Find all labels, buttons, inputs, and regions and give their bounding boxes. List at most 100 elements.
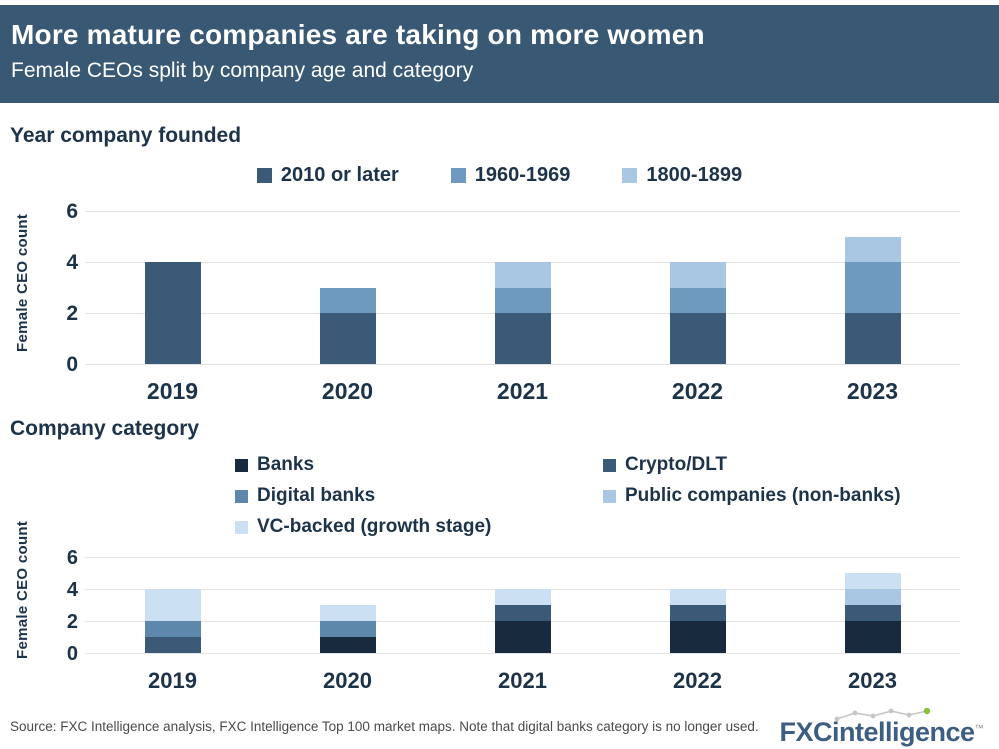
bar-2021 bbox=[494, 589, 551, 653]
bar-segment bbox=[319, 287, 376, 313]
header-banner: More mature companies are taking on more… bbox=[0, 5, 999, 103]
bar-2019 bbox=[144, 589, 201, 653]
y-tick-label: 4 bbox=[66, 251, 78, 274]
y-tick-label: 2 bbox=[66, 302, 78, 325]
x-tick-label: 2019 bbox=[146, 378, 199, 404]
bar-2023 bbox=[844, 236, 901, 364]
legend-swatch bbox=[622, 168, 638, 183]
legend-swatch bbox=[256, 168, 272, 183]
bar-segment bbox=[844, 236, 901, 262]
bar-segment bbox=[319, 621, 376, 637]
legend-item: VC-backed (growth stage) bbox=[235, 516, 603, 538]
bar-segment bbox=[669, 589, 726, 605]
bar-segment bbox=[669, 287, 726, 313]
legend-label: VC-backed (growth stage) bbox=[257, 516, 492, 537]
plot-area bbox=[85, 552, 960, 654]
legend-item: Public companies (non-banks) bbox=[603, 485, 999, 507]
legend-label: Public companies (non-banks) bbox=[625, 485, 901, 506]
bar-2023 bbox=[844, 573, 901, 653]
bar-segment bbox=[669, 621, 726, 653]
bar-segment bbox=[844, 605, 901, 621]
logo-tm: ™ bbox=[974, 723, 984, 733]
x-tick-label: 2021 bbox=[498, 668, 547, 693]
legend-swatch bbox=[603, 489, 616, 503]
logo-part-fxc: FXC bbox=[779, 717, 832, 747]
gridline bbox=[85, 364, 960, 365]
bar-segment bbox=[844, 589, 901, 605]
x-tick-label: 2020 bbox=[321, 378, 374, 404]
legend: 2010 or later 1960-1969 1800-1899 bbox=[0, 164, 999, 187]
bar-segment bbox=[494, 287, 551, 313]
section-title: Company category bbox=[10, 417, 200, 440]
bar-segment bbox=[319, 637, 376, 653]
bar-segment bbox=[494, 262, 551, 288]
legend-swatch bbox=[235, 520, 248, 534]
bar-segment bbox=[494, 621, 551, 653]
legend-item: Crypto/DLT bbox=[603, 454, 999, 476]
bar-2022 bbox=[669, 262, 726, 364]
bar-2019 bbox=[144, 262, 201, 364]
legend-swatch bbox=[235, 458, 248, 472]
x-tick-label: 2019 bbox=[148, 668, 197, 693]
legend-item: 1960-1969 bbox=[450, 164, 571, 187]
legend-label: Crypto/DLT bbox=[625, 454, 728, 475]
legend-item: Banks bbox=[235, 454, 603, 476]
plot-area bbox=[85, 205, 960, 365]
legend-item: Digital banks bbox=[235, 485, 603, 507]
y-tick-label: 6 bbox=[66, 200, 78, 223]
x-axis-labels: 2019 2020 2021 2022 2023 bbox=[85, 378, 960, 408]
y-axis-title: Female CEO count bbox=[14, 213, 31, 352]
legend-swatch bbox=[235, 489, 248, 503]
y-tick-label: 2 bbox=[66, 611, 78, 633]
legend: Banks Crypto/DLT Digital banks Public compa… bbox=[235, 454, 999, 538]
bar-2020 bbox=[319, 605, 376, 653]
y-tick-label: 6 bbox=[66, 547, 78, 569]
bar-segment bbox=[144, 262, 201, 364]
bar-segment bbox=[669, 605, 726, 621]
sparkline-icon bbox=[835, 708, 931, 722]
legend-swatch bbox=[450, 168, 466, 183]
x-tick-label: 2023 bbox=[846, 378, 899, 404]
bar-2022 bbox=[669, 589, 726, 653]
bar-segment bbox=[844, 262, 901, 313]
legend-label: 1960-1969 bbox=[474, 164, 571, 186]
legend-label: 1800-1899 bbox=[646, 164, 743, 186]
y-tick-label: 0 bbox=[66, 353, 78, 376]
legend-swatch bbox=[603, 458, 616, 472]
legend-label: 2010 or later bbox=[280, 164, 399, 186]
bar-segment bbox=[494, 589, 551, 605]
logo-part-intelligence: intelligence bbox=[831, 717, 975, 747]
bar-2020 bbox=[319, 287, 376, 364]
page-subtitle: Female CEOs split by company age and cat… bbox=[11, 59, 474, 82]
bar-segment bbox=[144, 637, 201, 653]
source-note: Source: FXC Intelligence analysis, FXC I… bbox=[10, 719, 759, 734]
legend-item: 2010 or later bbox=[256, 164, 399, 187]
bar-segment bbox=[144, 621, 201, 637]
bar-segment bbox=[319, 313, 376, 364]
bar-segment bbox=[144, 589, 201, 621]
y-axis-title: Female CEO count bbox=[14, 520, 31, 660]
y-tick-label: 4 bbox=[66, 579, 78, 601]
bar-segment bbox=[844, 313, 901, 364]
bar-segment bbox=[494, 605, 551, 621]
bar-segment bbox=[319, 605, 376, 621]
bar-segment bbox=[844, 621, 901, 653]
bar-segment bbox=[669, 262, 726, 288]
legend-label: Banks bbox=[257, 454, 315, 475]
gridline bbox=[85, 557, 960, 558]
x-tick-label: 2023 bbox=[848, 668, 897, 693]
y-tick-label: 0 bbox=[66, 643, 78, 665]
x-tick-label: 2022 bbox=[673, 668, 722, 693]
gridline bbox=[85, 653, 960, 654]
section-title: Year company founded bbox=[10, 124, 242, 147]
x-axis-labels: 2019 2020 2021 2022 2023 bbox=[85, 668, 960, 698]
x-tick-label: 2020 bbox=[323, 668, 372, 693]
bar-2021 bbox=[494, 262, 551, 364]
bar-segment bbox=[669, 313, 726, 364]
x-tick-label: 2022 bbox=[671, 378, 724, 404]
y-axis-ticks: 0 2 4 6 bbox=[40, 547, 78, 665]
bar-segment bbox=[844, 573, 901, 589]
logo-text: FXCintelligence™ bbox=[779, 708, 983, 748]
legend-label: Digital banks bbox=[257, 485, 376, 506]
